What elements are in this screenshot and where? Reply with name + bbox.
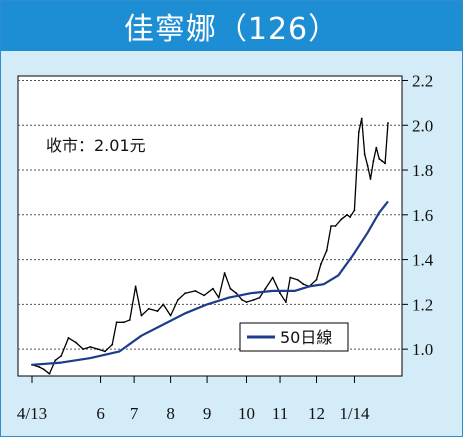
x-tick-label: 7 [130, 404, 139, 423]
price-point [363, 153, 366, 156]
price-point [264, 287, 267, 290]
price-point [169, 314, 172, 317]
price-point [353, 209, 356, 212]
price-point [271, 276, 274, 279]
price-point [315, 278, 318, 281]
price-point [245, 301, 248, 304]
y-tick-label: 2.0 [412, 116, 433, 135]
chart-title: 佳寧娜（126） [1, 1, 462, 51]
price-point [279, 292, 281, 295]
x-tick-label: 12 [308, 404, 325, 423]
price-point [217, 296, 220, 299]
price-point [156, 310, 159, 312]
x-tick-label: 4/13 [17, 404, 47, 423]
price-point [360, 117, 363, 120]
price-point [258, 296, 261, 299]
price-point [96, 348, 99, 351]
price-point [387, 122, 389, 124]
x-tick-label: 6 [96, 404, 105, 423]
price-point [212, 287, 214, 290]
price-point [89, 345, 92, 348]
series-layer [31, 117, 389, 375]
price-point [115, 321, 118, 324]
price-point [252, 298, 255, 301]
y-tick-label: 1.8 [412, 161, 433, 180]
price-point [223, 272, 226, 274]
x-tick-label: 9 [203, 404, 212, 423]
price-point [340, 218, 343, 221]
close-price-label: 收市：2.01元 [46, 136, 146, 155]
price-point [67, 337, 70, 339]
price-point [147, 307, 150, 310]
price-point [134, 285, 137, 288]
price-point [289, 276, 292, 279]
price-point [48, 372, 51, 375]
y-tick-label: 1.4 [412, 251, 434, 270]
price-point [241, 298, 243, 301]
price-point [60, 354, 63, 357]
y-tick-label: 2.2 [412, 71, 433, 90]
price-point [38, 366, 41, 368]
price-point [140, 314, 143, 317]
price-point [184, 292, 187, 295]
price-point [296, 278, 299, 281]
price-point [366, 164, 369, 167]
price-point [203, 294, 206, 297]
price-point [330, 225, 332, 227]
price-point [375, 146, 378, 149]
y-tick-label: 1.6 [412, 206, 433, 225]
price-point [111, 343, 114, 346]
y-tick-label: 1.2 [412, 295, 433, 314]
price-point [82, 348, 84, 351]
price-point [319, 263, 322, 265]
x-tick-label: 11 [272, 404, 288, 423]
price-point [128, 319, 131, 321]
x-tick-label: 1/14 [339, 404, 370, 423]
price-point [372, 160, 375, 162]
x-axis: 4/13 6 7 8 9 10 11 12 1/14 [17, 376, 370, 423]
price-point [369, 178, 372, 180]
price-point [42, 368, 45, 371]
price-point [123, 321, 125, 324]
legend-label-50day: 50日線 [280, 328, 332, 347]
price-point [284, 301, 287, 304]
price-point [349, 216, 351, 218]
price-point [54, 359, 57, 362]
ma50-line [31, 200, 389, 366]
price-point [381, 160, 384, 162]
price-point [384, 162, 386, 165]
price-point [177, 298, 179, 301]
price-point [235, 292, 238, 295]
y-tick-label: 1.0 [412, 340, 433, 359]
price-point [302, 283, 305, 286]
x-tick-label: 10 [238, 404, 255, 423]
price-point [162, 303, 165, 306]
price-point [346, 213, 349, 216]
price-point [334, 225, 337, 227]
price-point [325, 249, 328, 252]
price-point [357, 131, 360, 133]
price-point [74, 341, 77, 344]
y-axis: 2.2 2.0 1.8 1.6 1.4 1.2 1.0 [402, 71, 434, 359]
price-point [229, 287, 232, 290]
x-tick-label: 8 [166, 404, 175, 423]
legend: 50日線 [239, 322, 349, 352]
price-point [194, 290, 197, 292]
price-point [104, 350, 106, 353]
price-point [378, 157, 381, 160]
